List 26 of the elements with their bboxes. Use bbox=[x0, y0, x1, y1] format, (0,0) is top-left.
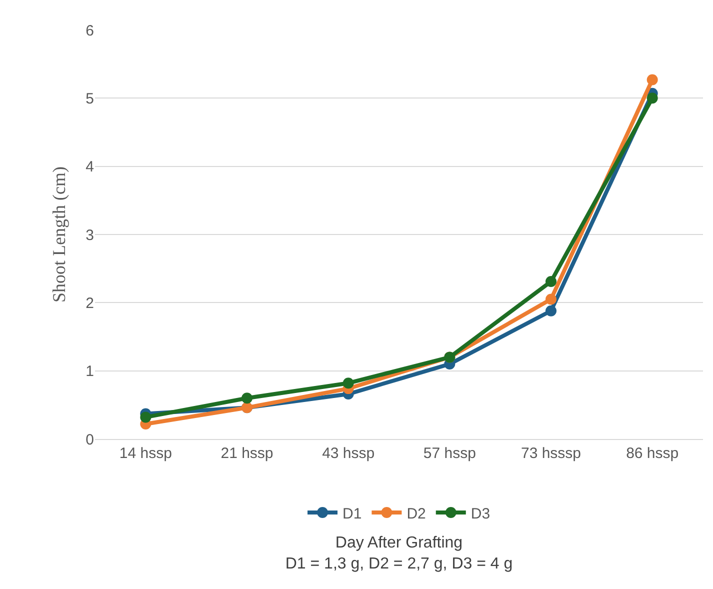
point bbox=[342, 378, 354, 389]
x-axis-title: Day After Grafting D1 = 1,3 g, D2 = 2,7 g, D3 = 4 g bbox=[285, 534, 513, 572]
point bbox=[646, 92, 658, 104]
y-tick-label: 6 bbox=[86, 22, 94, 40]
point bbox=[646, 74, 658, 86]
x-tick-label: 86 hssp bbox=[626, 445, 679, 462]
y-tick-label: 0 bbox=[86, 431, 94, 448]
x-tick-label: 14 hssp bbox=[119, 445, 172, 462]
point bbox=[546, 305, 556, 316]
x-tick-label: 73 hsssp bbox=[520, 445, 582, 462]
y-axis-title: Shoot Length (cm) bbox=[48, 166, 69, 302]
y-tick-label: 1 bbox=[86, 363, 94, 380]
point bbox=[140, 412, 152, 423]
legend-label: D3 bbox=[470, 505, 490, 522]
x-tick-label: 43 hssp bbox=[322, 445, 375, 462]
x-tick-label: 21 hssp bbox=[220, 445, 274, 462]
y-tick-label: 2 bbox=[86, 294, 94, 312]
point bbox=[242, 392, 252, 404]
legend-label: D2 bbox=[406, 505, 426, 522]
y-tick-label: 3 bbox=[86, 226, 94, 244]
legend-label: D1 bbox=[342, 505, 362, 522]
x-tick-label: 57 hssp bbox=[423, 445, 476, 462]
y-tick-label: 5 bbox=[86, 90, 94, 108]
y-tick-label: 4 bbox=[86, 158, 94, 176]
point bbox=[546, 294, 556, 305]
point bbox=[546, 276, 556, 288]
